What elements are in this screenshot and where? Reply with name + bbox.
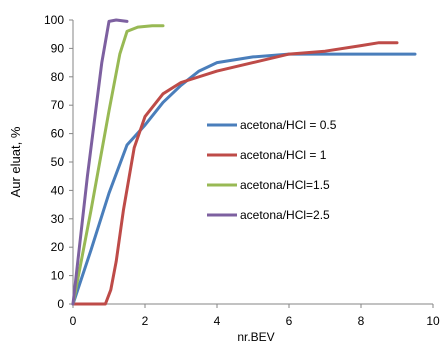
series-lines	[71, 18, 417, 306]
y-tick-label: 80	[51, 70, 65, 84]
x-tick-label: 4	[214, 314, 221, 328]
y-tick-label: 100	[44, 13, 64, 27]
y-tick-label: 30	[51, 212, 65, 226]
series-line-2	[71, 41, 399, 306]
legend-label-3: acetona/HCl=1.5	[240, 178, 330, 192]
x-tick-label: 8	[358, 314, 365, 328]
series-line-4	[71, 18, 129, 306]
y-tick-label: 10	[51, 269, 65, 283]
y-tick-label: 50	[51, 155, 65, 169]
x-tick-label: 2	[142, 314, 149, 328]
legend: acetona/HCl = 0.5 acetona/HCl = 1 acetona/…	[207, 118, 337, 222]
series-line-3	[71, 24, 165, 306]
y-tick-label: 20	[51, 240, 65, 254]
y-tick-label: 0	[57, 297, 64, 311]
y-tick-label: 40	[51, 183, 65, 197]
x-tick-label: 0	[70, 314, 77, 328]
y-axis-label: Aur eluat, %	[8, 126, 23, 197]
x-tick-label: 10	[426, 314, 440, 328]
series-line-1	[71, 52, 417, 306]
y-tick-label: 60	[51, 127, 65, 141]
axes: 0 10 20 30 40 50 60 70 80 90 100 0 2 4 6 8 10 nr.BEV Aur e…	[8, 13, 440, 344]
legend-label-2: acetona/HCl = 1	[240, 148, 327, 162]
y-tick-label: 90	[51, 41, 65, 55]
x-axis-label: nr.BEV	[237, 330, 274, 344]
legend-label-1: acetona/HCl = 0.5	[240, 118, 337, 132]
legend-label-4: acetona/HCl=2.5	[240, 208, 330, 222]
x-tick-label: 6	[286, 314, 293, 328]
y-tick-label: 70	[51, 98, 65, 112]
